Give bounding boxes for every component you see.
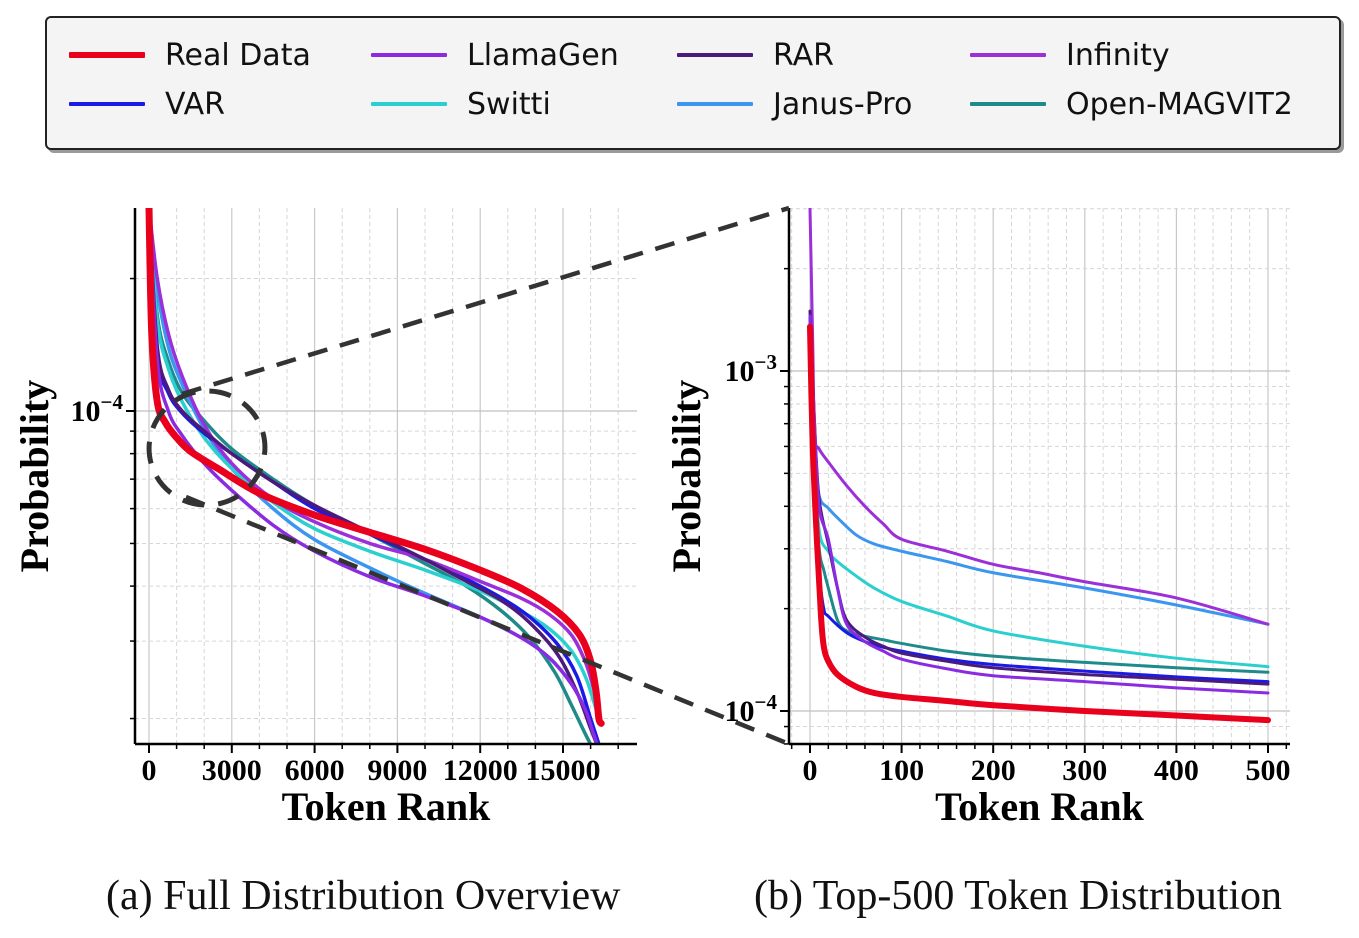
x-axis-title: Token Rank [282,784,491,829]
y-tick-label: 10−3 [725,350,777,388]
panel-b-top500-distribution: 0 100 200 300 400 500 10−3 10−4 Token Rank Probab… [664,208,1291,829]
legend-swatch [970,102,1046,106]
legend-item-real-data: Real Data [69,37,311,73]
legend-label: Real Data [165,37,311,73]
legend-label: Open-MAGVIT2 [1066,86,1293,122]
series-group [145,208,605,744]
legend-label: Switti [467,86,551,122]
legend-item-janus-pro: Janus-Pro [677,86,913,122]
x-tick-label: 100 [879,754,924,787]
legend-swatch [677,53,753,57]
legend-item-infinity: Infinity [970,37,1170,73]
legend: Real Data LlamaGen RAR Infinity VAR Switti Jan… [45,16,1341,150]
x-tick-label: 15000 [526,754,601,787]
y-axis-title: Probability [12,380,57,573]
legend-item-switti: Switti [371,86,551,122]
caption-a: (a) Full Distribution Overview [106,873,621,919]
zoom-annotation [146,205,790,747]
legend-label: LlamaGen [467,37,619,73]
series-line-switti [147,208,601,721]
legend-swatch [69,102,145,106]
legend-item-var: VAR [69,86,225,122]
series-line-llamagen [808,314,1270,695]
series-line-real-data [807,323,1271,724]
legend-item-llamagen: LlamaGen [371,37,619,73]
zoom-connector-top [181,205,790,397]
legend-swatch [69,52,145,58]
series-line-open-magvit2 [808,314,1270,674]
legend-swatch [371,53,447,57]
series-line-janus-pro [808,314,1270,626]
grid [789,208,1290,745]
legend-swatch [677,102,753,106]
legend-label: VAR [165,86,225,122]
legend-swatch [970,53,1046,57]
x-tick-label: 0 [142,754,157,787]
legend-label: Infinity [1066,37,1170,73]
series-line-open-magvit2 [147,208,593,744]
zoom-connector-bottom [185,494,790,747]
y-tick-label: 10−4 [71,390,124,428]
x-tick-label: 200 [971,754,1016,787]
series-group [807,208,1271,724]
panel-a-full-distribution: 0 3000 6000 9000 12000 15000 10−4 Token Rank Pro… [12,208,637,829]
legend-label: Janus-Pro [773,86,913,122]
x-axis-title: Token Rank [935,784,1144,829]
grid [135,208,637,744]
series-line-rar [808,309,1270,686]
legend-item-open-magvit2: Open-MAGVIT2 [970,86,1293,122]
x-tick-label: 300 [1062,754,1107,787]
caption-b: (b) Top-500 Token Distribution [754,873,1283,919]
series-line-infinity [808,208,1270,626]
x-tick-label: 500 [1246,754,1291,787]
series-line-llamagen [147,208,599,744]
x-tick-label: 6000 [285,754,345,787]
legend-item-rar: RAR [677,37,834,73]
x-tick-label: 400 [1154,754,1199,787]
x-tick-label: 9000 [367,754,427,787]
series-line-infinity [147,208,601,711]
legend-swatch [371,102,447,106]
y-tick-label: 10−4 [725,690,778,728]
y-axis-title: Probability [664,380,709,573]
x-tick-label: 0 [803,754,818,787]
series-line-switti [808,314,1270,669]
x-tick-label: 12000 [443,754,518,787]
x-tick-label: 3000 [202,754,262,787]
legend-label: RAR [773,37,834,73]
